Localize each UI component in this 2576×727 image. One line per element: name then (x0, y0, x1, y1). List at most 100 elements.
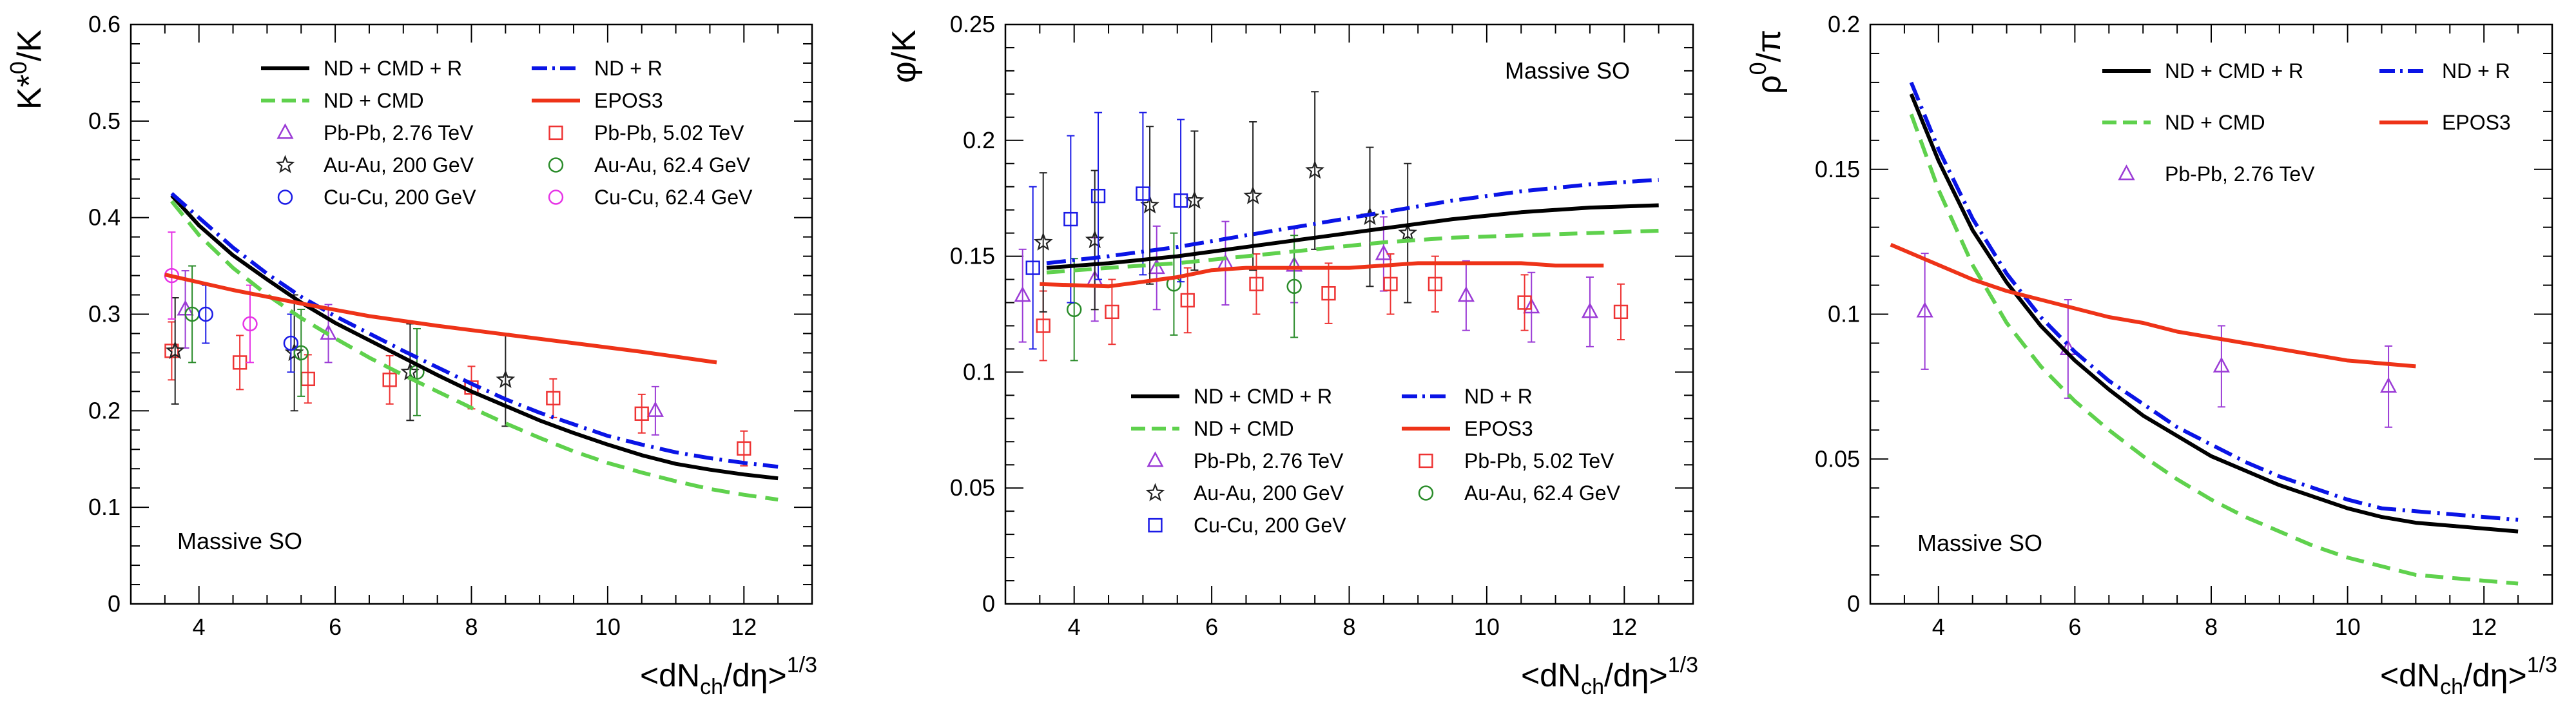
series-line-ND + CMD (1046, 229, 1659, 275)
legend-item: ND + CMD (261, 89, 424, 112)
series-Pb-Pb, 5.02 TeV (164, 321, 751, 467)
data-point (400, 362, 420, 381)
legend-label: ND + R (1464, 385, 1533, 408)
series-Au-Au, 200 GeV (165, 294, 516, 427)
legend-label: Cu-Cu, 200 GeV (1194, 514, 1346, 537)
series-Cu-Cu, 200 GeV (198, 284, 299, 373)
data-point (1036, 318, 1051, 333)
data-point (1090, 188, 1106, 204)
legend-item: Cu-Cu, 200 GeV (1148, 514, 1346, 537)
data-point (1185, 190, 1205, 209)
legend-marker (276, 123, 294, 139)
data-point (1428, 276, 1443, 291)
data-point (198, 306, 213, 322)
plot-frame-kstar (130, 23, 813, 605)
legend-item: ND + CMD + R (2102, 59, 2303, 82)
data-point (1375, 244, 1392, 260)
series-line-ND + CMD (1909, 113, 2519, 586)
data-point (293, 345, 309, 361)
series-line-EPOS3 (1040, 261, 1604, 289)
data-point (283, 335, 299, 351)
y-tick-label: 0.6 (88, 11, 121, 37)
y-tick-label: 0.05 (950, 474, 995, 501)
legend-label: Au-Au, 200 GeV (1194, 481, 1344, 505)
legend-marker (2118, 164, 2135, 180)
legend-marker (1148, 518, 1163, 533)
legend-item: ND + CMD + R (1131, 385, 1332, 408)
plot-area-kstar (164, 191, 779, 502)
legend-marker (548, 125, 563, 141)
annotation-massive-so: Massive SO (1505, 57, 1630, 84)
series-line-ND + CMD + R (170, 194, 779, 481)
legend-item: Au-Au, 200 GeV (275, 153, 474, 177)
legend-item: ND + R (1402, 385, 1533, 408)
series-line-EPOS3 (164, 273, 717, 365)
x-axis-label: <dNch/dη>1/3 (2380, 653, 2557, 699)
y-tick-label: 0 (108, 590, 121, 617)
legend-label: Pb-Pb, 2.76 TeV (1194, 449, 1344, 472)
legend-marker (548, 189, 564, 205)
data-point (165, 340, 185, 360)
data-point (2379, 377, 2397, 393)
y-axis-label: φ/K (886, 30, 923, 83)
x-axis-label: <dNch/dη>1/3 (1521, 653, 1698, 699)
plot-area-rho (1890, 81, 2519, 586)
chart-rho: 4 6 8 10 12 0 0.05 0.1 0.15 0.2 <dNch/dη>1/3 ρ0/π ND… (1745, 11, 2557, 699)
legend-item: Au-Au, 62.4 GeV (548, 153, 751, 177)
legend-label: Pb-Pb, 5.02 TeV (594, 121, 744, 144)
data-point (1305, 160, 1325, 179)
y-tick-label: 0.25 (950, 11, 995, 37)
y-tick-label: 0.15 (1815, 156, 1860, 182)
data-point (1581, 302, 1599, 318)
legend-item: Cu-Cu, 62.4 GeV (548, 186, 753, 209)
legend-item: EPOS3 (1402, 417, 1533, 440)
series-line-ND + CMD (170, 200, 779, 502)
y-tick-label: 0 (1847, 590, 1860, 617)
series-Pb-Pb, 5.02 TeV (1036, 253, 1629, 362)
legend-label: Cu-Cu, 62.4 GeV (594, 186, 753, 209)
data-point (1136, 186, 1150, 201)
legend-label: ND + R (2442, 59, 2510, 82)
x-tick-label: 6 (2068, 614, 2081, 640)
legend-item: EPOS3 (2379, 111, 2511, 134)
series-line-ND + CMD + R (1909, 93, 2519, 534)
legend-label: ND + R (594, 57, 663, 80)
series-Cu-Cu, 200 GeV (1025, 111, 1188, 350)
data-point (2213, 356, 2230, 373)
x-tick-label: 4 (1068, 614, 1081, 640)
legend-label: EPOS3 (1464, 417, 1533, 440)
chart-kstar: 4 6 8 10 12 0 0.1 0.2 0.3 0.4 0.5 0.6 <dNch/dη>1/3 K*… (5, 11, 817, 699)
y-tick-label: 0.2 (963, 127, 995, 153)
legend-label: ND + CMD + R (1194, 385, 1332, 408)
legend-label: Cu-Cu, 200 GeV (324, 186, 476, 209)
data-point (1916, 302, 1933, 318)
data-point (1173, 193, 1188, 208)
legend-item: ND + R (532, 57, 663, 80)
legend-label: Au-Au, 62.4 GeV (594, 153, 751, 177)
legend-label: ND + CMD (2165, 111, 2265, 134)
data-point (1105, 304, 1119, 320)
legend-label: Pb-Pb, 5.02 TeV (1464, 449, 1614, 472)
legend-marker (1145, 483, 1165, 501)
legend-label: ND + CMD + R (2165, 59, 2303, 82)
x-tick-label: 4 (1932, 614, 1945, 640)
legend-label: Au-Au, 200 GeV (324, 153, 474, 177)
x-tick-label: 6 (329, 614, 342, 640)
series-line-ND + R (1909, 81, 2519, 522)
legend-item: Pb-Pb, 2.76 TeV (276, 121, 474, 144)
legend-label: ND + CMD (324, 89, 424, 112)
legend-marker (277, 189, 293, 205)
legend-item: ND + CMD (2102, 111, 2265, 134)
data-point (1517, 295, 1532, 310)
x-tick-label: 4 (193, 614, 206, 640)
data-point (496, 369, 516, 389)
legend-label: Pb-Pb, 2.76 TeV (324, 121, 474, 144)
data-point (1286, 278, 1302, 295)
legend-phi: ND + CMD + R ND + R ND + CMD EPOS3 Pb-Pb, 2.… (1131, 385, 1621, 537)
y-axis-label: K*0/K (5, 30, 48, 110)
x-tick-label: 12 (2471, 614, 2497, 640)
x-tick-label: 10 (1474, 614, 1500, 640)
data-point (1457, 286, 1475, 302)
data-point (242, 316, 258, 332)
data-point (1249, 276, 1264, 291)
